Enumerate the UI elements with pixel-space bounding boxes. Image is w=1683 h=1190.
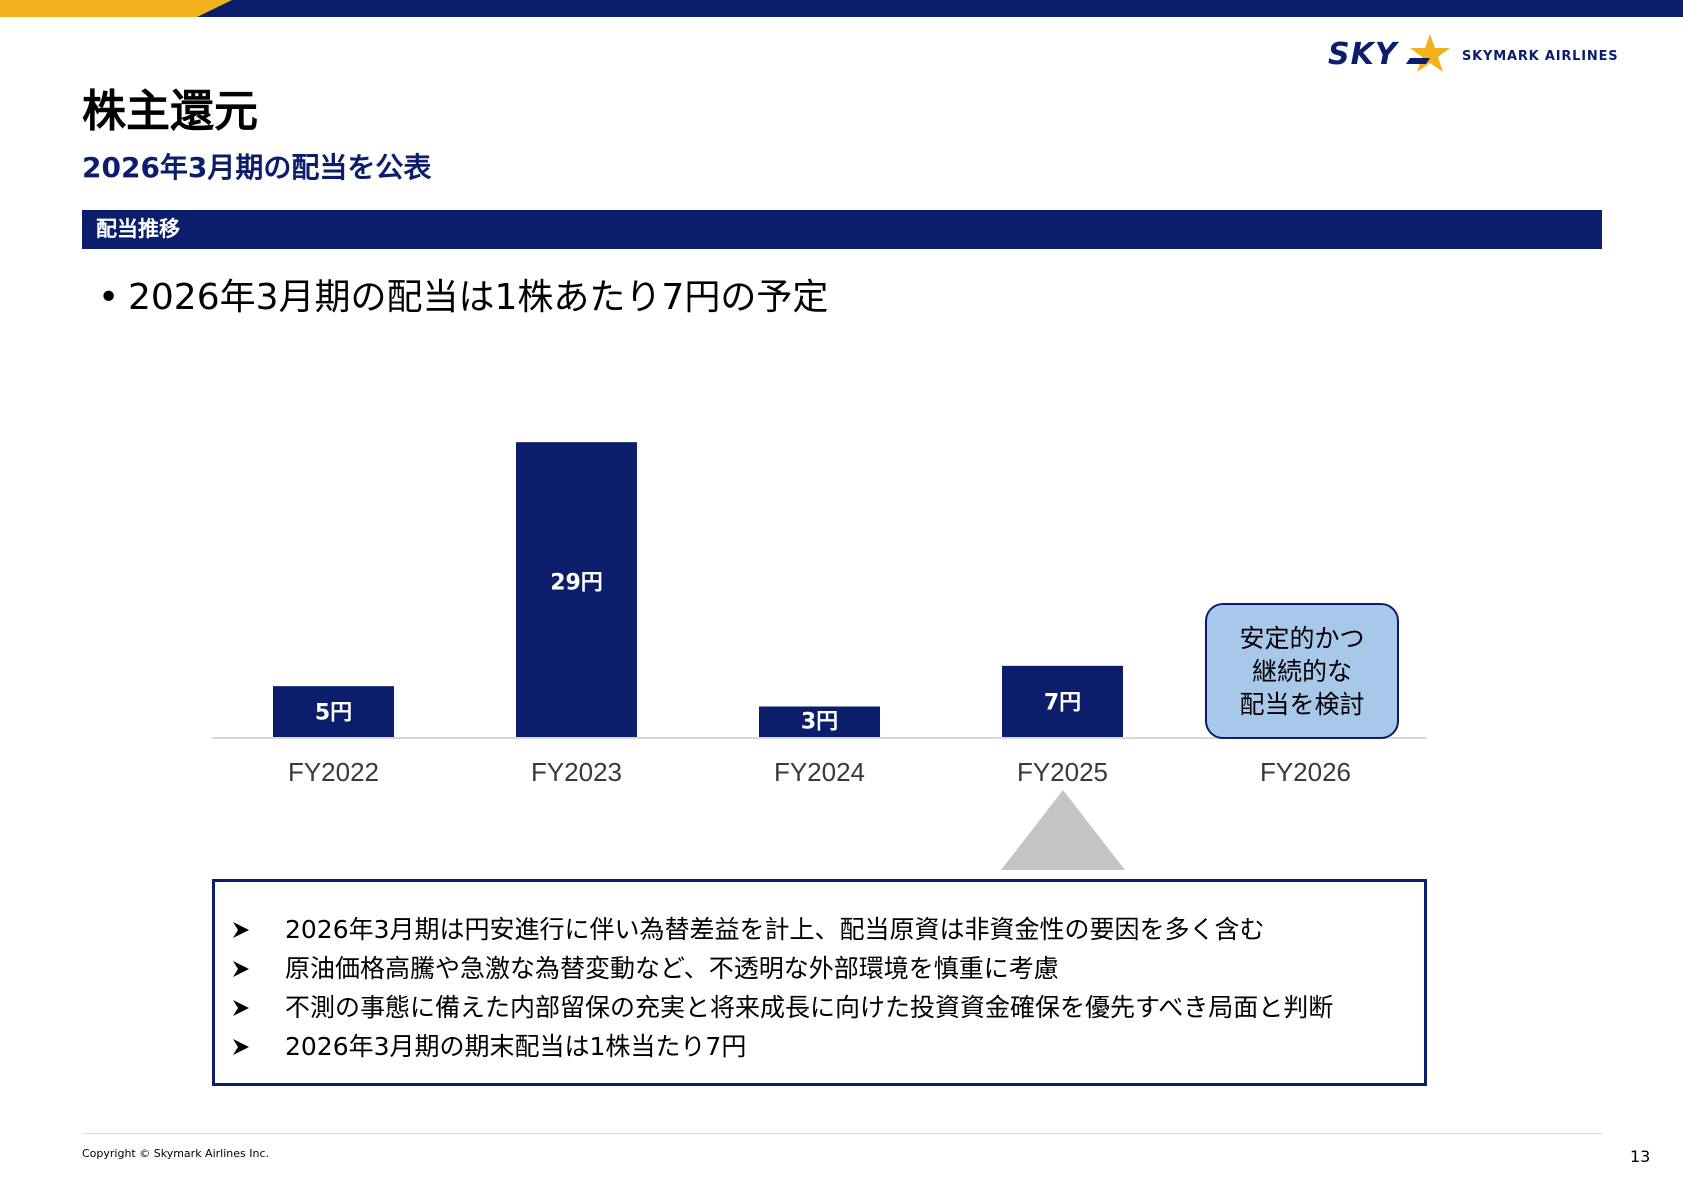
notes-box: 2026年3月期は円安進行に伴い為替差益を計上、配当原資は非資金性の要因を多く含…: [212, 879, 1427, 1086]
data-label: 5円: [315, 701, 352, 726]
summary-text: 2026年3月期の配当は1株あたり7円の予定: [128, 277, 829, 318]
x-tick-label: FY2023: [531, 757, 622, 787]
skymark-logo: SKY SKYMARK AIRLINES: [1328, 34, 1618, 74]
arrowhead-bullet-icon: [233, 960, 249, 977]
fy2026-callout: 安定的かつ 継続的な 配当を検討: [1205, 603, 1399, 739]
logo-mark: SKY: [1328, 37, 1398, 72]
x-tick-label: FY2024: [774, 757, 865, 787]
pointer-triangle: [1001, 790, 1125, 870]
star-icon: [1406, 34, 1450, 72]
section-header: 配当推移: [82, 210, 1602, 249]
note-text: 2026年3月期の期末配当は1株当たり7円: [285, 1032, 747, 1061]
note-text: 原油価格高騰や急激な為替変動など、不透明な外部環境を慎重に考慮: [285, 954, 1059, 983]
arrowhead-bullet-icon: [233, 1038, 249, 1055]
x-tick-label: FY2025: [1017, 757, 1108, 787]
note-item: 2026年3月期の期末配当は1株当たり7円: [229, 1027, 1424, 1066]
note-text: 2026年3月期は円安進行に伴い為替差益を計上、配当原資は非資金性の要因を多く含…: [285, 915, 1265, 944]
data-label: 3円: [801, 710, 838, 735]
page-subtitle: 2026年3月期の配当を公表: [82, 151, 432, 184]
bar-fy2024: [759, 706, 880, 737]
callout-line: 安定的かつ: [1239, 623, 1365, 653]
chart-labels: FY2022 FY2023 FY2024 FY2025 FY2026: [288, 757, 1351, 787]
top-brand-bar: [0, 0, 1683, 17]
section-label: 配当推移: [96, 217, 180, 241]
data-label: 29円: [550, 571, 603, 596]
bar-fy2025: [1002, 665, 1123, 737]
callout-line: 継続的な: [1251, 656, 1352, 686]
chart-bars: 5円 29円 3円 7円: [273, 442, 1123, 737]
note-item: 2026年3月期は円安進行に伴い為替差益を計上、配当原資は非資金性の要因を多く含…: [229, 910, 1424, 949]
page-number: 13: [1630, 1147, 1651, 1166]
bar-fy2022: [273, 686, 394, 737]
callout-line: 配当を検討: [1239, 689, 1365, 719]
footer-divider: [82, 1133, 1602, 1134]
bar-fy2023: [516, 442, 637, 737]
note-item: 不測の事態に備えた内部留保の充実と将来成長に向けた投資資金確保を優先すべき局面と…: [229, 988, 1424, 1027]
summary-bullet: • 2026年3月期の配当は1株あたり7円の予定: [98, 276, 828, 320]
bullet-marker: •: [98, 277, 120, 318]
top-accent-stripe: [0, 0, 232, 17]
arrowhead-bullet-icon: [233, 921, 249, 938]
page-title: 株主還元: [82, 86, 258, 137]
x-tick-label: FY2022: [288, 757, 379, 787]
dividend-bar-chart: 5円 29円 3円 7円 FY2022 FY2023 FY2024 FY2025 FY2026: [212, 442, 1427, 787]
note-text: 不測の事態に備えた内部留保の充実と将来成長に向けた投資資金確保を優先すべき局面と…: [285, 993, 1334, 1022]
data-label: 7円: [1044, 690, 1081, 715]
x-tick-label: FY2026: [1260, 757, 1351, 787]
note-item: 原油価格高騰や急激な為替変動など、不透明な外部環境を慎重に考慮: [229, 949, 1424, 988]
copyright: Copyright © Skymark Airlines Inc.: [82, 1147, 269, 1160]
logo-name: SKYMARK AIRLINES: [1462, 49, 1619, 64]
arrowhead-bullet-icon: [233, 999, 249, 1016]
